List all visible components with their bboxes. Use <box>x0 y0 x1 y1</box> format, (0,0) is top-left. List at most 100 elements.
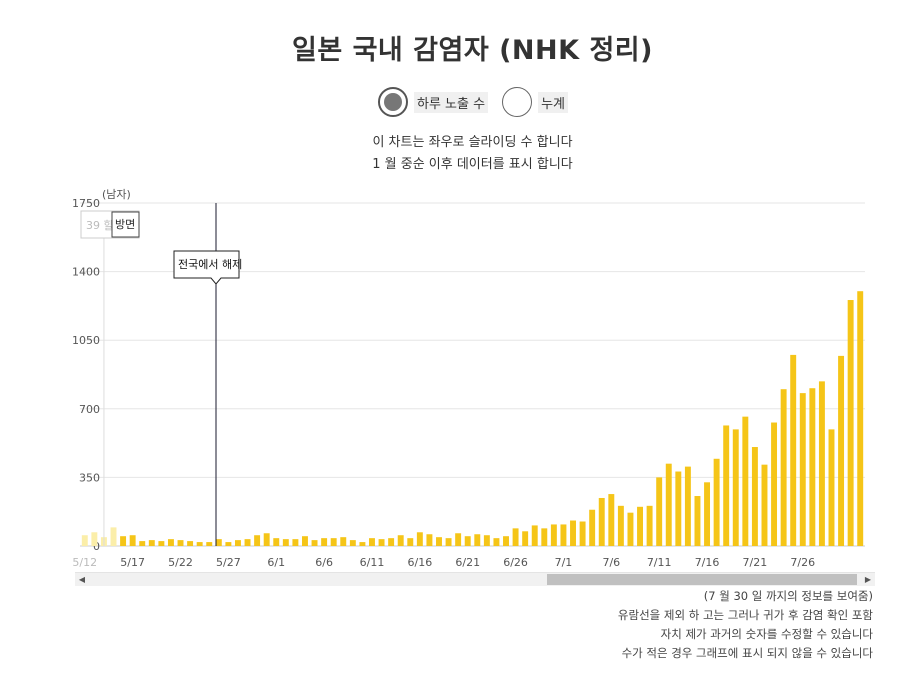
radio-selected-dot <box>384 93 402 111</box>
bar <box>560 524 567 546</box>
bar <box>311 540 318 546</box>
footnote-date: (7 월 30 일 까지의 정보를 보여줌) <box>703 589 873 603</box>
bar <box>589 509 596 546</box>
y-tick-label: 1050 <box>72 334 100 347</box>
bar <box>637 506 643 546</box>
bar <box>522 531 529 546</box>
bar <box>474 534 481 546</box>
footnote-small: 수가 적은 경우 그래프에 표시 되지 않을 수 있습니다 <box>621 646 873 660</box>
bar <box>330 538 337 546</box>
bar <box>139 541 146 546</box>
x-tick-label: 5/17 <box>120 556 145 569</box>
bar <box>263 533 270 546</box>
annotation-callout <box>173 250 240 285</box>
bar <box>244 539 251 546</box>
bar <box>838 355 845 546</box>
bar <box>608 494 615 546</box>
chart-scrollbar[interactable]: ◀ ▶ <box>75 572 875 586</box>
radio-cumulative[interactable]: 누계 <box>502 87 568 117</box>
bar <box>397 535 404 546</box>
bar <box>110 527 117 546</box>
bar <box>512 528 519 546</box>
bar <box>349 540 356 546</box>
bar <box>598 497 605 546</box>
bar <box>857 291 864 546</box>
bar <box>416 532 423 546</box>
bar <box>426 534 433 546</box>
bar <box>828 429 835 546</box>
x-tick-label: 7/1 <box>555 556 573 569</box>
scroll-right-arrow-icon[interactable]: ▶ <box>864 575 872 584</box>
chart-note-range: 1 월 중순 이후 데이터를 표시 합니다 <box>372 157 573 172</box>
radio-daily[interactable]: 하루 노출 수 <box>378 87 489 117</box>
chart-note-slide: 이 차트는 좌우로 슬라이딩 수 합니다 <box>372 135 573 150</box>
bar <box>378 539 385 546</box>
bar <box>158 541 165 546</box>
y-axis-unit-label: (남자) <box>102 188 131 201</box>
x-tick-label: 5/22 <box>168 556 193 569</box>
bar <box>550 524 557 546</box>
bar <box>196 542 203 546</box>
y-tick-label: 1750 <box>72 197 100 210</box>
bar <box>809 388 816 546</box>
bars <box>81 291 864 546</box>
bar <box>302 536 308 546</box>
bar <box>187 541 194 546</box>
bar <box>254 535 261 546</box>
radio-cumulative-circle[interactable] <box>502 87 533 117</box>
bar <box>751 447 758 546</box>
bar <box>120 536 127 546</box>
bar <box>732 429 739 546</box>
bar <box>617 505 624 546</box>
bar <box>570 520 576 546</box>
footnote-revision: 자치 제가 과거의 숫자를 수정할 수 있습니다 <box>660 627 873 641</box>
bar <box>225 542 232 546</box>
bar <box>282 539 289 546</box>
bar <box>234 540 241 546</box>
x-tick-label: 7/11 <box>647 556 672 569</box>
bar <box>388 538 395 546</box>
bar <box>790 354 797 546</box>
bar <box>723 425 730 546</box>
footnote-cruise: 유람선을 제외 하 고는 그러나 귀가 후 감염 확인 포함 <box>617 608 873 622</box>
x-tick-label: 5/27 <box>216 556 241 569</box>
bar <box>321 538 328 546</box>
x-tick-label: 7/6 <box>602 556 620 569</box>
bar <box>81 535 88 546</box>
bar <box>531 525 538 546</box>
bar <box>340 537 347 546</box>
bar <box>493 538 500 546</box>
bar <box>627 512 634 546</box>
bar <box>579 521 586 546</box>
bar <box>847 300 854 546</box>
x-tick-label: 7/21 <box>743 556 768 569</box>
radio-cumulative-label[interactable]: 누계 <box>538 91 568 113</box>
bar <box>483 535 490 546</box>
y-tick-label: 0 <box>93 540 100 553</box>
bar <box>129 535 136 546</box>
bar <box>359 542 366 546</box>
scroll-left-arrow-icon[interactable]: ◀ <box>78 575 86 584</box>
bar <box>206 542 213 546</box>
view-mode-radio-group: 하루 노출 수 누계 <box>378 87 582 117</box>
x-tick-label: 6/1 <box>267 556 285 569</box>
bar <box>818 381 825 546</box>
bar <box>167 539 174 546</box>
annotation-box-front <box>111 211 140 238</box>
x-tick-label: 6/21 <box>455 556 480 569</box>
bar <box>436 537 442 546</box>
x-tick-label: 7/26 <box>790 556 815 569</box>
bar <box>694 496 701 546</box>
bar <box>742 416 749 546</box>
annotation-label: 전국에서 해제 <box>178 257 242 271</box>
radio-daily-label[interactable]: 하루 노출 수 <box>414 91 489 113</box>
radio-daily-circle[interactable] <box>378 87 408 117</box>
bar <box>455 533 462 546</box>
bar <box>656 477 663 546</box>
x-tick-label: 6/26 <box>503 556 528 569</box>
y-tick-label: 1400 <box>72 266 100 279</box>
bar <box>503 536 509 546</box>
scroll-thumb[interactable] <box>547 574 857 585</box>
